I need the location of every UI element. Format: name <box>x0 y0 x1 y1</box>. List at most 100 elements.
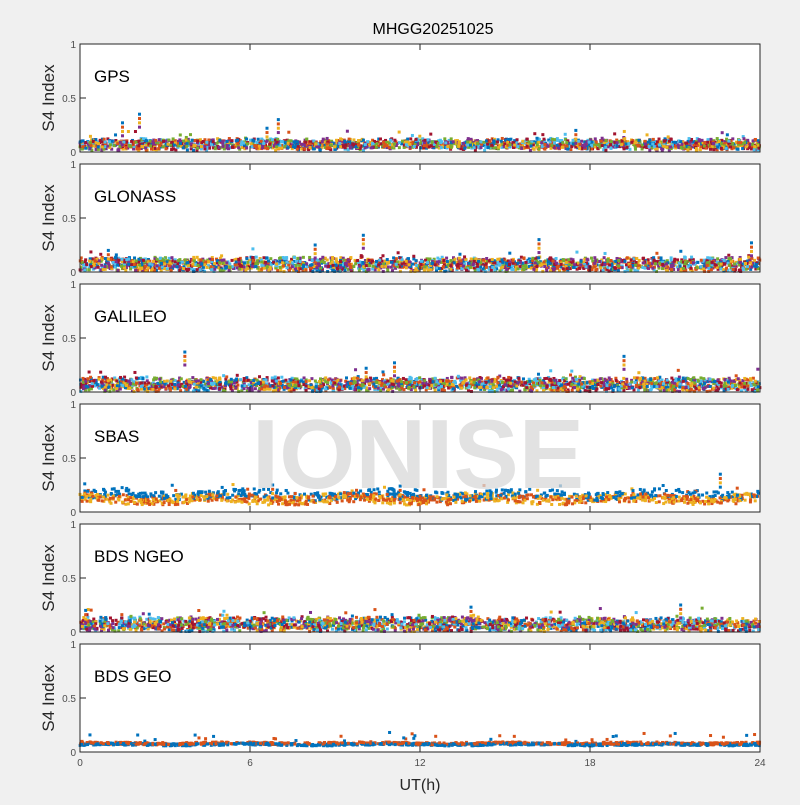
data-point <box>263 267 266 270</box>
peak-point <box>266 135 269 138</box>
data-point <box>423 265 426 268</box>
data-point <box>708 257 711 260</box>
data-point <box>415 138 418 141</box>
data-point <box>189 133 192 136</box>
data-point <box>374 262 377 265</box>
data-point <box>642 262 645 265</box>
peak-point <box>574 129 577 132</box>
data-point <box>222 145 225 148</box>
data-point <box>218 261 221 264</box>
data-point <box>199 268 202 271</box>
data-point <box>167 139 170 142</box>
data-point <box>243 262 246 265</box>
data-point <box>326 143 329 146</box>
data-point <box>652 138 655 141</box>
peak-point <box>362 234 365 237</box>
data-point <box>237 258 240 261</box>
data-point <box>468 376 471 379</box>
data-point <box>711 145 714 148</box>
data-point <box>258 145 261 148</box>
data-point <box>578 147 581 150</box>
data-point <box>501 261 504 264</box>
data-point <box>552 268 555 271</box>
data-point <box>499 263 502 266</box>
data-point <box>213 268 216 271</box>
data-point <box>450 137 453 140</box>
data-point <box>246 142 249 145</box>
peak-point <box>277 131 280 134</box>
data-point <box>424 139 427 142</box>
data-point <box>426 261 429 264</box>
peak-point <box>121 126 124 129</box>
peak-point <box>107 258 110 261</box>
data-point <box>104 141 107 144</box>
data-point <box>386 262 389 265</box>
data-point <box>405 143 408 146</box>
peak-point <box>538 238 541 241</box>
data-point <box>245 257 248 260</box>
data-point <box>753 148 756 151</box>
data-point <box>303 147 306 150</box>
peak-point <box>750 246 753 249</box>
data-point <box>197 264 200 267</box>
data-point <box>666 266 669 269</box>
data-point <box>137 258 140 261</box>
data-point <box>191 139 194 142</box>
data-point <box>556 267 559 270</box>
data-point <box>361 255 364 258</box>
data-point <box>469 266 472 269</box>
data-point <box>324 265 327 268</box>
data-point <box>207 260 210 263</box>
data-point <box>354 262 357 265</box>
data-point <box>667 135 670 138</box>
data-point <box>716 137 719 140</box>
data-point <box>699 145 702 148</box>
data-point <box>157 147 160 150</box>
data-point <box>716 145 719 148</box>
data-point <box>149 145 152 148</box>
data-point <box>112 388 115 391</box>
data-point <box>256 259 259 262</box>
data-point <box>283 257 286 260</box>
data-point <box>210 265 213 268</box>
data-point <box>130 263 133 266</box>
data-point <box>446 145 449 148</box>
data-point <box>590 144 593 147</box>
data-point <box>293 256 296 259</box>
data-point <box>130 140 133 143</box>
data-point <box>302 256 305 259</box>
data-point <box>679 250 682 253</box>
data-point <box>653 259 656 262</box>
data-point <box>186 142 189 145</box>
data-point <box>166 267 169 270</box>
data-point <box>477 260 480 263</box>
data-point <box>185 136 188 139</box>
data-point <box>218 146 221 149</box>
data-point <box>594 259 597 262</box>
data-point <box>476 142 479 145</box>
peak-point <box>107 253 110 256</box>
data-point <box>543 265 546 268</box>
data-point <box>173 265 176 268</box>
data-point <box>655 252 658 255</box>
data-point <box>438 267 441 270</box>
data-point <box>707 270 710 273</box>
data-point <box>415 259 418 262</box>
data-point <box>276 138 279 141</box>
data-point <box>651 267 654 270</box>
data-point <box>604 146 607 149</box>
data-point <box>382 270 385 273</box>
data-point <box>720 147 723 150</box>
data-point <box>178 269 181 272</box>
data-point <box>626 146 629 149</box>
peak-point <box>266 131 269 134</box>
data-point <box>449 268 452 271</box>
data-point <box>339 137 342 140</box>
data-point <box>190 142 193 145</box>
data-point <box>530 145 533 148</box>
data-point <box>755 263 758 266</box>
data-point <box>81 145 84 148</box>
data-point <box>347 258 350 261</box>
data-point <box>590 140 593 143</box>
